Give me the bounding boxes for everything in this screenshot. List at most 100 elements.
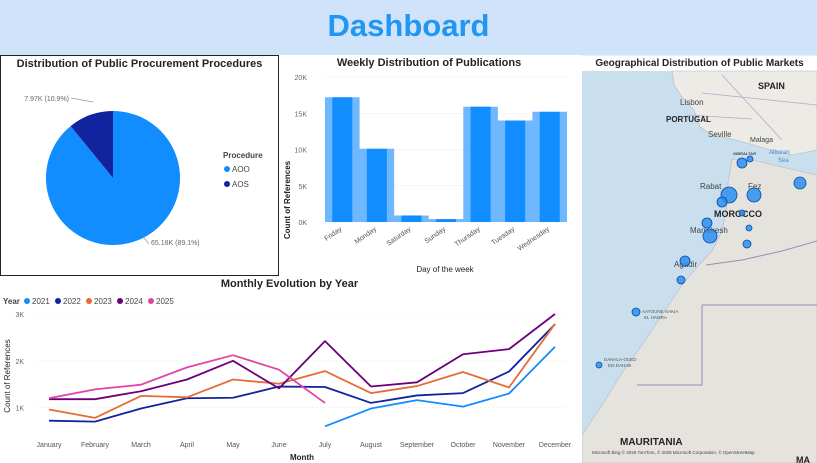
line-series-2022[interactable] — [48, 323, 556, 423]
line-series-2021[interactable] — [324, 346, 556, 428]
legend-marker-2024 — [117, 298, 123, 304]
bar-thursday[interactable] — [470, 106, 491, 222]
pie-chart-panel[interactable]: Distribution of Public Procurement Proce… — [0, 55, 279, 276]
bar-y-tick: 5K — [298, 184, 307, 191]
map-bubble[interactable] — [746, 155, 754, 163]
map-bubble[interactable] — [702, 228, 718, 244]
map-bubble[interactable] — [793, 176, 807, 190]
line-chart[interactable]: Year Count of References Month 1K 2K 3K 202… — [0, 276, 579, 463]
legend-marker-2021 — [24, 298, 30, 304]
line-x-tick: April — [180, 442, 194, 449]
map-bubble[interactable] — [738, 209, 746, 217]
bar-friday[interactable] — [332, 97, 353, 222]
map-bubble[interactable] — [701, 217, 713, 229]
pie-chart[interactable]: 7.97K (10.9%) 65.18K (89.1%) Procedure A… — [1, 74, 278, 274]
legend-label-2023[interactable]: 2023 — [94, 297, 112, 306]
line-chart-title: Monthly Evolution by Year — [220, 278, 359, 290]
pie-slice-aoo[interactable] — [46, 111, 180, 245]
line-y-axis-label: Count of References — [3, 339, 12, 412]
legend-label-2025[interactable]: 2025 — [156, 297, 174, 306]
label-rabat: Rabat — [700, 182, 722, 191]
label-morocco: MOROCCO — [714, 209, 762, 219]
iberia-land — [671, 70, 817, 156]
map-bubble[interactable] — [595, 361, 603, 369]
pie-legend-title: Procedure — [223, 151, 263, 160]
pie-label-aoo: 65.18K (89.1%) — [151, 240, 200, 247]
pie-slice-aos[interactable] — [70, 111, 113, 178]
label-fez: Fez — [748, 182, 761, 191]
label-malaga: Malaga — [750, 137, 773, 144]
bar-x-tick: Monday — [354, 226, 379, 246]
dashboard-header: Dashboard — [0, 0, 817, 55]
line-x-tick: November — [493, 442, 526, 449]
bar-chart[interactable]: Count of References Day of the week 0K 5K… — [279, 55, 579, 276]
legend-aos-label[interactable]: AOS — [232, 180, 249, 189]
pie-label-aos: 7.97K (10.9%) — [24, 96, 69, 103]
map-bubble[interactable] — [631, 307, 641, 317]
line-y-tick: 3K — [15, 312, 24, 319]
legend-marker-2023 — [86, 298, 92, 304]
map-bubble[interactable] — [745, 224, 753, 232]
label-ma: MA — [796, 455, 810, 463]
label-dakhla: DAKHLA-OUED — [604, 357, 637, 362]
line-x-tick: January — [37, 442, 62, 449]
label-alboran: Alboran — [769, 150, 790, 156]
line-x-tick: March — [131, 442, 151, 449]
map-bubble[interactable] — [716, 196, 728, 208]
line-x-tick: December — [539, 442, 572, 449]
bar-sunday[interactable] — [435, 219, 457, 222]
line-x-tick: October — [451, 442, 477, 449]
bar-x-tick: Sunday — [424, 226, 448, 246]
line-legend-title: Year — [3, 297, 20, 306]
bar-saturday[interactable] — [401, 215, 422, 222]
line-x-tick: September — [400, 442, 435, 449]
label-hamra: EL HAMRA — [644, 315, 667, 320]
line-x-tick: August — [360, 442, 382, 449]
bar-x-tick: Friday — [323, 226, 343, 243]
label-aayoune: AAYOUNE-SAKIA — [642, 309, 678, 314]
line-chart-panel[interactable]: Monthly Evolution by Year Year Count of … — [0, 276, 579, 463]
bar-y-tick: 0K — [298, 220, 307, 227]
line-series-2025[interactable] — [48, 354, 326, 404]
legend-label-2024[interactable]: 2024 — [125, 297, 143, 306]
bar-y-tick: 15K — [295, 111, 308, 118]
bar-monday[interactable] — [366, 148, 387, 222]
label-seville: Seville — [708, 130, 732, 139]
geo-map-panel[interactable]: Geographical Distribution of Public Mark… — [582, 55, 817, 463]
legend-aoo-marker — [224, 166, 230, 172]
legend-aoo-label[interactable]: AOO — [232, 165, 250, 174]
legend-label-2022[interactable]: 2022 — [63, 297, 81, 306]
bar-x-axis-label: Day of the week — [416, 265, 474, 274]
map-bubble[interactable] — [746, 187, 762, 203]
bar-wednesday[interactable] — [539, 111, 560, 222]
label-gibraltar: GIBRALTAR — [733, 151, 756, 156]
bar-chart-panel[interactable]: Weekly Distribution of Publications Coun… — [279, 55, 579, 276]
map-attribution[interactable]: Microsoft Bing © 2025 TomTom, © 2025 Mic… — [592, 449, 755, 455]
map-bubbles[interactable] — [595, 155, 807, 369]
label-portugal: PORTUGAL — [666, 115, 711, 124]
line-y-tick: 1K — [15, 406, 24, 413]
border-line — [705, 240, 817, 266]
map-bubble[interactable] — [676, 275, 686, 285]
bar-tuesday[interactable] — [505, 120, 526, 223]
bar-x-tick: Thursday — [454, 226, 482, 249]
map-bubble[interactable] — [742, 239, 752, 249]
legend-marker-2025 — [148, 298, 154, 304]
label-mauritania: MAURITANIA — [620, 437, 683, 448]
label-spain: SPAIN — [758, 81, 785, 91]
legend-label-2021[interactable]: 2021 — [32, 297, 50, 306]
map-canvas[interactable]: SPAIN PORTUGAL Lisbon Seville Malaga GIB… — [582, 55, 817, 463]
legend-marker-2022 — [55, 298, 61, 304]
line-series-2024[interactable] — [49, 313, 556, 401]
map-bubble[interactable] — [679, 255, 691, 267]
bar-x-tick: Saturday — [386, 226, 413, 248]
bar-chart-title: Weekly Distribution of Publications — [336, 57, 522, 69]
line-y-tick: 2K — [15, 359, 24, 366]
bar-ribbon-area — [325, 97, 567, 222]
line-x-tick: February — [81, 442, 110, 449]
bar-y-tick: 10K — [295, 148, 308, 155]
map-bubble[interactable] — [736, 157, 748, 169]
pie-chart-title: Distribution of Public Procurement Proce… — [16, 58, 263, 70]
line-series-2023[interactable] — [48, 323, 556, 419]
africa-land — [582, 158, 817, 463]
